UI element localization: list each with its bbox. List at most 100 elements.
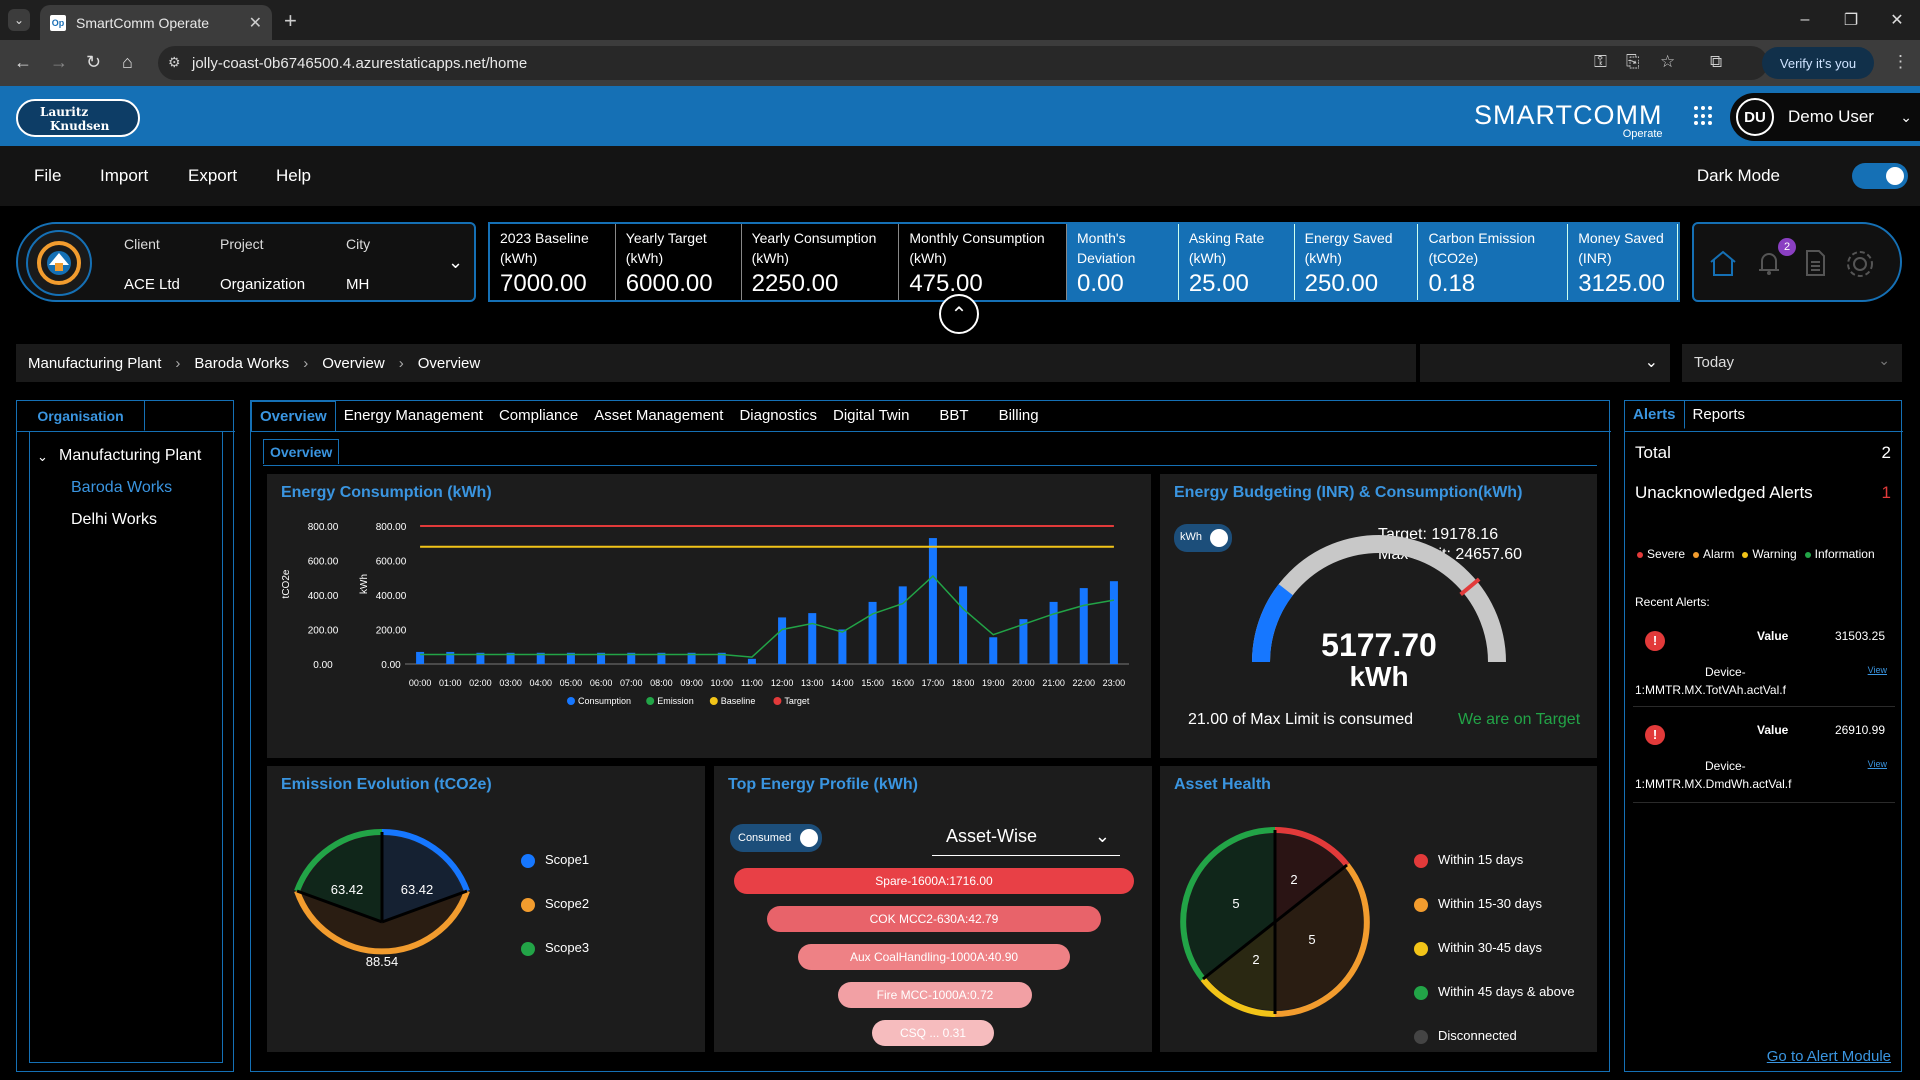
consumed-toggle[interactable]: Consumed [730, 824, 822, 852]
tab-diagnostics[interactable]: Diagnostics [739, 407, 817, 424]
consumption-bar[interactable] [1049, 601, 1058, 664]
consumption-bar[interactable] [506, 652, 515, 664]
asset-wise-select[interactable]: Asset-Wise ⌄ [932, 822, 1120, 856]
tree-item-baroda[interactable]: Baroda Works [71, 479, 173, 496]
extensions-icon[interactable]: ⧉ [1710, 52, 1723, 71]
bookmark-star-icon[interactable]: ☆ [1660, 52, 1676, 71]
tab-billing[interactable]: Billing [998, 407, 1039, 424]
tab-digital-twin[interactable]: Digital Twin [832, 407, 910, 424]
alert-item[interactable]: ! Value 26910.99 Device- View 1:MMTR.MX.… [1633, 711, 1895, 803]
close-window-icon[interactable]: ✕ [1890, 12, 1904, 29]
consumption-bar[interactable] [838, 629, 847, 665]
breadcrumb-item[interactable]: Manufacturing Plant [28, 354, 162, 372]
tab-asset-management[interactable]: Asset Management [594, 407, 724, 424]
gear-icon[interactable] [1844, 248, 1876, 280]
menu-file[interactable]: File [34, 166, 62, 185]
home-icon[interactable] [1708, 248, 1738, 278]
browser-menu-icon[interactable]: ⋮ [1892, 52, 1909, 71]
menu-import[interactable]: Import [100, 166, 149, 185]
reload-icon[interactable]: ↻ [86, 52, 102, 72]
profile-bar-5[interactable]: CSQ ... 0.31 [872, 1020, 994, 1046]
context-selector[interactable]: Client ACE Ltd Project Organization City… [16, 222, 476, 302]
consumption-bar[interactable] [1079, 588, 1088, 664]
home-icon[interactable]: ⌂ [122, 52, 133, 72]
unack-label: Unacknowledged Alerts [1635, 483, 1813, 502]
profile-bar-3[interactable]: Aux CoalHandling-1000A:40.90 [798, 944, 1070, 970]
menu-help[interactable]: Help [276, 166, 311, 185]
chevron-down-icon[interactable]: ⌄ [448, 252, 464, 272]
consumption-bar[interactable] [476, 652, 485, 664]
dark-mode-toggle[interactable] [1852, 163, 1908, 189]
range-select[interactable]: Today ⌄ [1682, 344, 1902, 382]
consumption-bar[interactable] [747, 658, 756, 664]
install-app-icon[interactable]: ⎘ [1626, 52, 1640, 71]
tab-alerts[interactable]: Alerts [1625, 401, 1685, 429]
go-to-alert-module-link[interactable]: Go to Alert Module [1766, 1048, 1891, 1065]
consumption-bar[interactable] [959, 586, 968, 664]
alert-view-link[interactable]: View [1867, 759, 1887, 769]
restore-icon[interactable]: ❐ [1843, 12, 1859, 29]
consumption-bar[interactable] [1019, 619, 1028, 664]
consumption-bar[interactable] [566, 652, 575, 664]
breadcrumb-item[interactable]: Baroda Works [194, 354, 290, 372]
tree-item-root[interactable]: Manufacturing Plant [59, 447, 202, 464]
close-tab-icon[interactable]: ✕ [248, 14, 262, 32]
minimize-icon[interactable]: – [1800, 11, 1810, 28]
consumption-bar[interactable] [898, 586, 907, 664]
collapse-chevron-up-icon[interactable]: ⌃ [939, 294, 979, 334]
consumption-bar[interactable] [989, 637, 998, 664]
new-tab-icon[interactable]: + [284, 8, 297, 33]
url-input[interactable]: ⚙ jolly-coast-0b6746500.4.azurestaticapp… [158, 46, 1768, 80]
organisation-panel: Organisation ⌄ Manufacturing Plant Barod… [16, 400, 235, 1072]
tab-overview[interactable]: Overview [251, 401, 336, 431]
menu-export[interactable]: Export [188, 166, 238, 185]
tab-organisation[interactable]: Organisation [17, 401, 145, 431]
tree-item-delhi[interactable]: Delhi Works [71, 511, 157, 528]
consumption-bar[interactable] [687, 652, 696, 664]
consumption-bar[interactable] [808, 613, 817, 664]
consumption-bar[interactable] [1109, 581, 1118, 664]
tab-bbt[interactable]: BBT [939, 407, 969, 424]
consumption-bar[interactable] [536, 652, 545, 664]
breadcrumb-separator-icon: › [175, 354, 181, 372]
tab-reports[interactable]: Reports [1692, 406, 1746, 423]
password-key-icon[interactable]: ⚿ [1594, 52, 1607, 71]
tab-energy-management[interactable]: Energy Management [343, 407, 483, 424]
report-icon[interactable] [1800, 248, 1830, 278]
browser-tab[interactable]: Op SmartComm Operate ✕ [40, 5, 272, 40]
site-info-icon[interactable]: ⚙ [168, 54, 181, 70]
energy-budget-card: Energy Budgeting (INR) & Consumption(kWh… [1160, 474, 1597, 758]
user-menu[interactable]: DU Demo User ⌄ [1730, 93, 1920, 141]
consumption-bar[interactable] [778, 617, 787, 664]
company-logo[interactable]: Lauritz Knudsen [16, 99, 140, 137]
tab-list-button[interactable]: ⌄ [8, 9, 30, 31]
consumption-bar[interactable] [717, 652, 726, 664]
kwh-toggle[interactable]: kWh [1174, 524, 1232, 552]
consumption-bar[interactable] [928, 538, 937, 664]
dark-mode-label: Dark Mode [1696, 166, 1780, 185]
consumption-bar[interactable] [868, 601, 877, 664]
chevron-down-icon[interactable]: ⌄ [37, 449, 48, 464]
consumption-bar[interactable] [446, 651, 455, 664]
app-launcher-icon[interactable] [1694, 106, 1714, 126]
subtab-overview[interactable]: Overview [263, 439, 340, 464]
kpi-value: 475.00 [909, 270, 983, 297]
breadcrumb-item[interactable]: Overview [322, 354, 385, 372]
alert-item[interactable]: ! Value 31503.25 Device- View 1:MMTR.MX.… [1633, 615, 1895, 707]
forward-icon[interactable]: → [50, 52, 68, 72]
profile-bar-4[interactable]: Fire MCC-1000A:0.72 [838, 982, 1032, 1008]
energy-consumption-card: Energy Consumption (kWh) tCO2e kWh Consu… [267, 474, 1151, 758]
verify-profile-button[interactable]: Verify it's you [1762, 47, 1874, 79]
consumption-bar[interactable] [597, 652, 606, 664]
legend-label: Target [784, 696, 810, 706]
alert-view-link[interactable]: View [1867, 665, 1887, 675]
consumption-bar[interactable] [416, 651, 425, 664]
profile-bar-1[interactable]: Spare-1600A:1716.00 [734, 868, 1134, 894]
bell-icon[interactable] [1754, 248, 1784, 278]
consumption-bar[interactable] [627, 652, 636, 664]
consumption-bar[interactable] [657, 652, 666, 664]
filter-select[interactable]: ⌄ [1420, 344, 1670, 382]
back-icon[interactable]: ← [14, 52, 32, 72]
tab-compliance[interactable]: Compliance [498, 407, 579, 424]
profile-bar-2[interactable]: COK MCC2-630A:42.79 [767, 906, 1101, 932]
